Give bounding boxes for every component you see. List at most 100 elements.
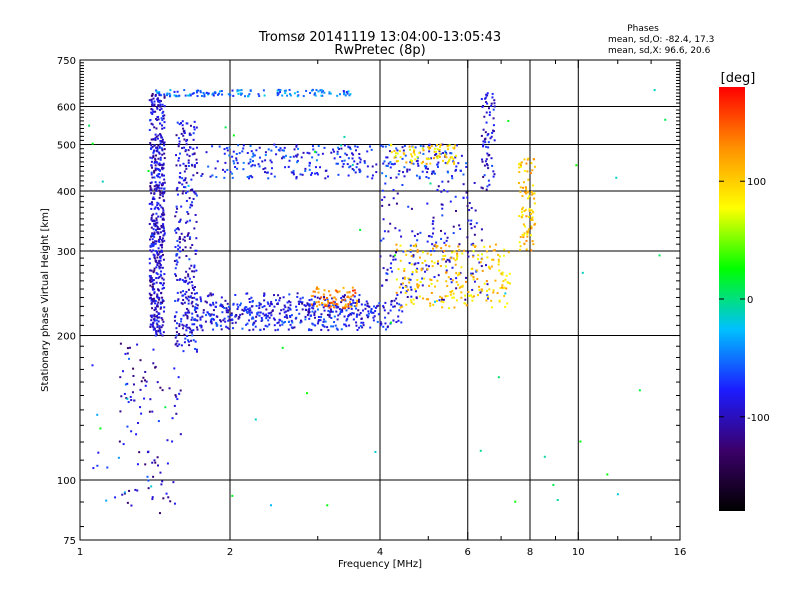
data-point [493,173,496,176]
data-point [308,303,311,306]
data-point [161,207,164,210]
data-point [296,95,299,98]
data-point [436,165,439,168]
data-point [151,103,154,106]
data-point [446,144,449,147]
data-point [357,298,360,301]
data-point [157,312,160,315]
data-point [155,135,158,138]
data-point [425,298,428,301]
data-point [151,323,154,326]
data-point [324,305,327,308]
data-point [505,274,508,277]
data-point [390,321,393,324]
data-point [256,313,259,316]
data-point [184,293,187,296]
data-point [183,132,186,135]
data-point [181,294,184,297]
data-point [445,280,448,283]
data-point [467,219,470,222]
data-point [464,280,467,283]
data-point [155,187,158,190]
data-point [261,306,264,309]
data-point [227,309,230,312]
data-point [151,410,154,413]
data-point [153,232,156,235]
data-point [232,134,235,137]
data-point [168,387,171,390]
data-point [316,286,319,289]
data-point [152,249,155,252]
data-point [163,232,166,235]
data-point [288,314,291,317]
data-point [178,332,181,335]
data-point [158,146,161,149]
data-point [156,464,159,467]
data-point [155,240,158,243]
data-point [178,140,181,143]
data-point [231,319,234,322]
data-point [300,156,303,159]
data-point [203,93,206,96]
data-point [219,320,222,323]
data-point [344,323,347,326]
data-point [157,118,160,121]
data-point [185,279,188,282]
data-point [318,303,321,306]
data-point [224,170,227,173]
data-point [381,198,384,201]
data-point [154,223,157,226]
x-tick-label: 10 [572,547,585,558]
data-point [333,302,336,305]
data-point [171,417,174,420]
plot-grid [80,60,680,540]
data-point [317,291,320,294]
data-point [373,305,376,308]
data-point [493,139,496,142]
data-point [155,212,158,215]
data-point [158,162,161,165]
data-point [320,313,323,316]
data-point [161,266,164,269]
data-point [201,315,204,318]
data-point [153,288,156,291]
data-point [343,91,346,94]
data-point [480,265,483,268]
data-point [301,296,304,299]
data-point [181,183,184,186]
data-point [497,263,500,266]
data-point [287,328,290,331]
data-point [272,317,275,320]
data-point [386,156,389,159]
data-point [405,303,408,306]
data-point [156,228,159,231]
data-point [480,186,483,189]
data-point [241,313,244,316]
data-point [320,94,323,97]
data-point [248,175,251,178]
data-point [308,328,311,331]
data-point [323,303,326,306]
data-point [154,250,157,253]
data-point [251,176,254,179]
data-point [184,246,187,249]
x-tick-label: 16 [674,547,687,558]
data-point [449,278,452,281]
data-point [270,161,273,164]
data-point [254,325,257,328]
data-point [210,319,213,322]
data-point [261,318,264,321]
data-point [187,149,190,152]
data-point [239,92,242,95]
data-point [330,305,333,308]
data-point [354,145,357,148]
data-point [156,293,159,296]
series-low-spread [118,342,182,515]
data-point [424,259,427,262]
data-point [304,318,307,321]
data-point [429,304,432,307]
data-point [250,165,253,168]
data-point [286,316,289,319]
data-point [361,326,364,329]
data-point [413,153,416,156]
